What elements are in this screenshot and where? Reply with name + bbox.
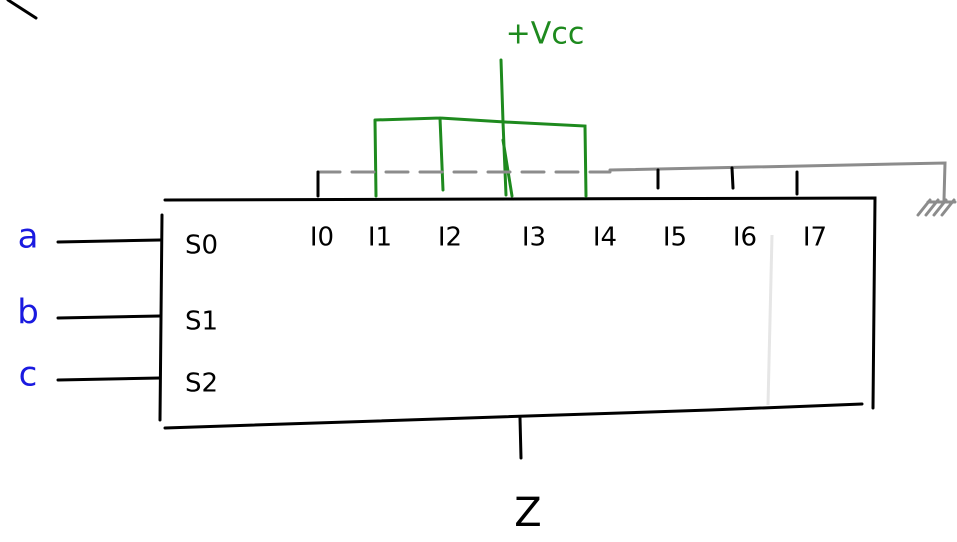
vcc-wiring [373,58,588,198]
data-input-label: I5 [663,223,687,253]
select-input-label: a [18,217,39,257]
select-pin-label: S1 [185,307,218,337]
select-wire [56,376,162,382]
data-input-label: I2 [438,223,462,253]
output-label: Z [514,490,541,536]
ground-symbol [916,198,957,217]
stray-stroke [6,0,38,20]
select-pin-label: S0 [185,231,218,261]
select-wire [56,314,162,320]
faint-line [766,234,774,406]
data-input-label: I3 [522,223,546,253]
select-pin-label: S2 [185,369,218,399]
select-input-label: b [17,293,39,333]
mux-box [158,196,877,430]
data-input-label: I6 [733,223,757,253]
data-input-label: I7 [803,223,827,253]
ground-bus [608,161,947,202]
data-input-label: I4 [593,223,617,253]
vcc-label: +Vcc [506,17,585,52]
input-ticks [316,166,799,198]
data-input-label: I1 [368,223,392,253]
select-input-label: c [19,355,38,395]
output-wire [518,416,523,460]
data-input-label: I0 [310,223,334,253]
select-wire [56,238,162,244]
